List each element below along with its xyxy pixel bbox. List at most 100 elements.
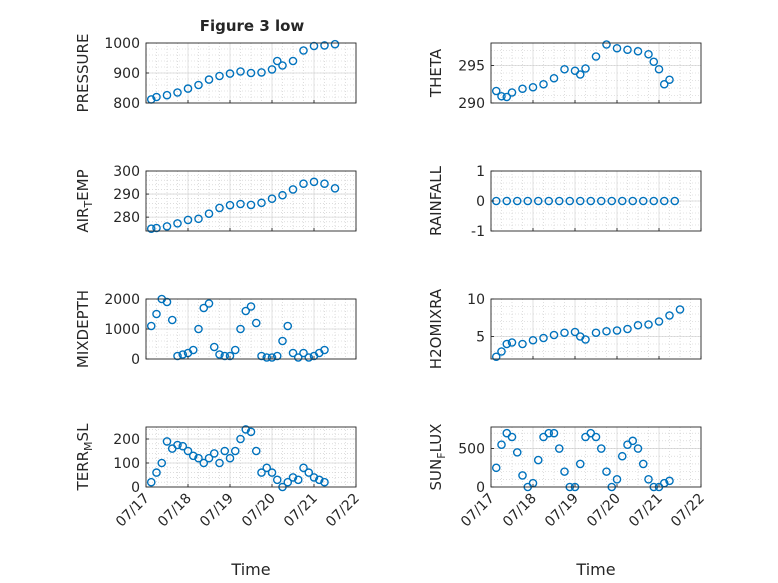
data-point: [188, 345, 198, 355]
data-point: [173, 219, 182, 228]
data-point: [596, 196, 606, 206]
data-point: [215, 71, 224, 81]
data-point: [225, 200, 235, 210]
y-axis-label: MIXDEPTH: [74, 290, 92, 368]
y-axis-label: H2OMIXRA: [427, 288, 445, 369]
data-point: [183, 215, 193, 225]
data-point: [544, 196, 554, 206]
data-point: [183, 446, 193, 456]
data-point: [560, 328, 569, 338]
data-point: [299, 179, 308, 188]
data-point: [607, 196, 617, 206]
axes-box: [490, 298, 702, 360]
data-point: [591, 432, 601, 442]
data-point: [194, 324, 203, 334]
data-point: [257, 351, 266, 361]
data-point: [188, 451, 198, 461]
data-point: [225, 351, 235, 361]
data-point: [314, 475, 324, 485]
data-point: [236, 434, 245, 444]
data-point: [320, 477, 329, 487]
x-tick-label: 07/21: [626, 491, 666, 531]
data-point: [633, 320, 643, 330]
data-point: [502, 339, 512, 349]
data-point: [293, 475, 303, 485]
data-point: [560, 64, 569, 74]
data-point: [528, 82, 538, 92]
x-tick-label: 07/21: [281, 491, 321, 531]
data-point: [581, 64, 590, 73]
x-tick-label: 07/19: [542, 491, 582, 531]
data-point: [602, 40, 611, 49]
data-point: [644, 320, 653, 329]
data-point: [236, 199, 245, 209]
data-point: [209, 449, 219, 458]
x-tick-label: 07/17: [458, 491, 498, 531]
data-point: [507, 432, 517, 442]
data-point: [623, 324, 632, 334]
axes-box: [145, 170, 357, 232]
data-point: [262, 463, 272, 473]
data-point: [246, 200, 256, 210]
y-tick-label: 900: [113, 66, 140, 82]
data-point: [209, 342, 219, 352]
data-point: [236, 324, 245, 334]
data-point: [241, 425, 251, 434]
data-point: [199, 458, 209, 468]
data-point: [675, 305, 685, 314]
y-axis-label: AIRTEMP: [74, 169, 95, 232]
data-point: [288, 56, 298, 66]
y-tick-label: -1: [471, 224, 485, 240]
data-point: [299, 463, 308, 473]
data-point: [507, 88, 517, 97]
data-point: [215, 458, 224, 468]
data-point: [278, 190, 287, 200]
data-point: [173, 351, 182, 361]
data-point: [304, 468, 314, 477]
data-point: [152, 468, 161, 477]
x-tick-label: 07/20: [584, 491, 624, 531]
data-point: [215, 350, 224, 359]
data-point: [230, 446, 240, 456]
data-point: [152, 309, 161, 319]
data-point: [194, 214, 203, 224]
data-point: [507, 338, 517, 347]
data-point: [146, 224, 156, 233]
data-point: [612, 43, 622, 53]
data-point: [575, 196, 585, 206]
data-point: [146, 321, 156, 331]
data-point: [257, 468, 266, 477]
data-point: [549, 73, 559, 83]
x-tick-label: 07/22: [323, 491, 363, 531]
data-point: [497, 347, 506, 356]
subplot-mixdepth: 0 1000 2000 MIXDEPTH: [74, 290, 357, 368]
y-tick-label: 200: [113, 432, 140, 448]
data-point: [236, 67, 245, 76]
data-point: [586, 196, 596, 206]
data-point: [309, 177, 319, 187]
data-point: [502, 92, 512, 102]
y-tick-label: 1000: [104, 322, 140, 338]
data-point: [304, 353, 314, 362]
data-point: [220, 446, 230, 456]
data-point: [512, 196, 522, 206]
data-point: [570, 327, 580, 337]
y-axis-label: TERRMSL: [74, 423, 95, 492]
data-point: [246, 427, 256, 437]
y-tick-label: 10: [467, 292, 485, 308]
data-point: [602, 467, 611, 476]
data-point: [523, 196, 533, 206]
data-point: [267, 65, 277, 74]
data-point: [267, 194, 277, 203]
data-point: [157, 458, 167, 468]
data-point: [612, 475, 622, 484]
data-point: [251, 318, 261, 328]
y-axis-label: RAINFALL: [427, 165, 445, 236]
y-tick-label: 280: [113, 210, 140, 226]
subplot-air-temp: 280 290 300 AIRTEMP: [74, 164, 357, 233]
data-point: [309, 473, 319, 482]
subplot-sun-flux: 0 500 SUNFLUX 07/17 07/18 07/19 07/20 07/21 07/2…: [427, 424, 708, 579]
data-point: [554, 444, 564, 453]
